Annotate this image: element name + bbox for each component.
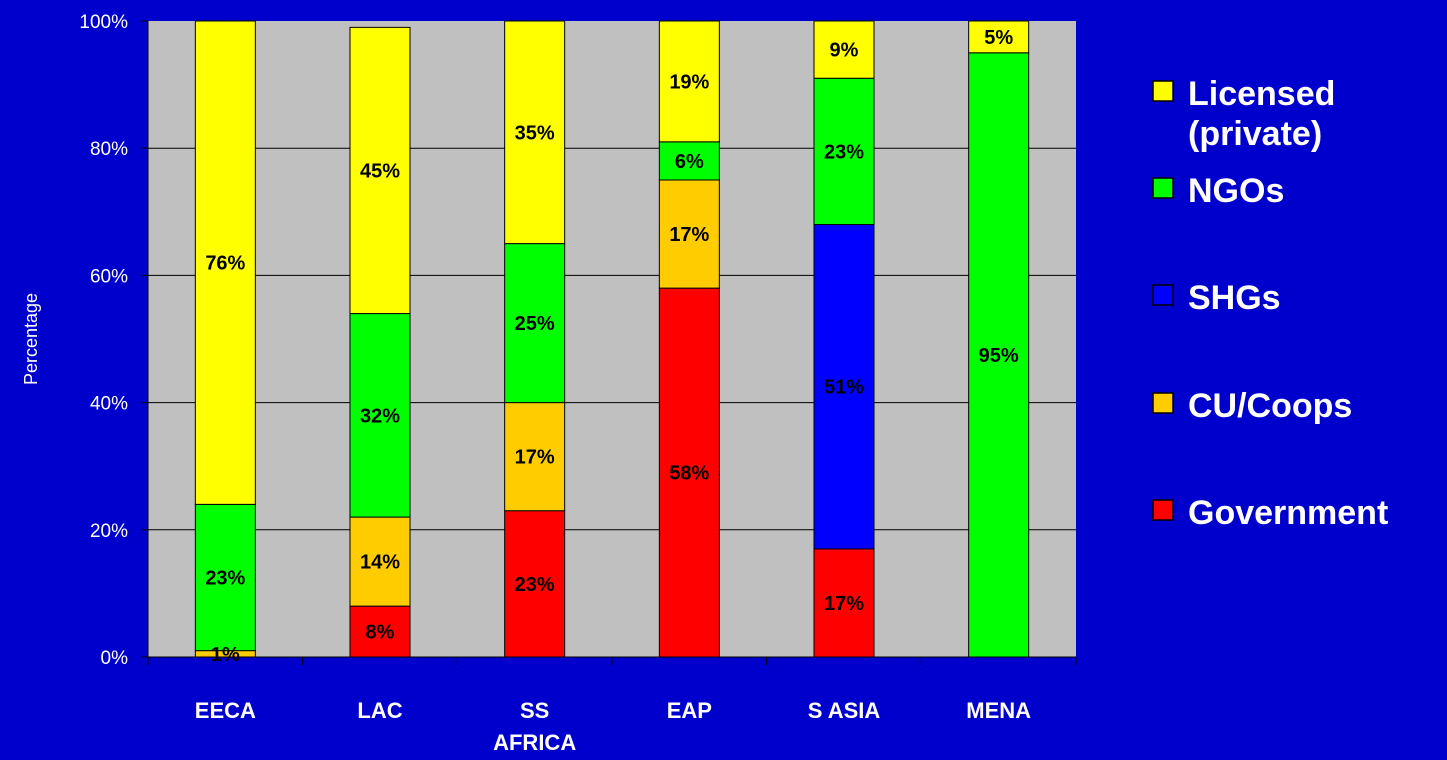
bar-segment-gov xyxy=(504,510,566,658)
data-label-shg: 51% xyxy=(824,377,864,399)
y-tick-label: 60% xyxy=(90,266,128,287)
data-label-ngo: 25% xyxy=(515,313,555,335)
data-label-gov: 8% xyxy=(366,622,395,644)
data-label-lic: 5% xyxy=(984,27,1013,49)
bar-segment-cu xyxy=(658,179,720,289)
legend-swatch-gov xyxy=(1152,499,1174,521)
bar-segment-lic xyxy=(504,20,566,245)
bar-segment-lic xyxy=(349,26,411,315)
legend-swatch-shg xyxy=(1152,284,1174,306)
bar-segment-lic xyxy=(658,20,720,143)
legend-swatch-lic xyxy=(1152,80,1174,102)
category-label: SS AFRICA xyxy=(493,698,576,755)
data-label-gov: 23% xyxy=(515,574,555,596)
data-label-cu: 1% xyxy=(211,644,240,666)
legend-swatch-ngo xyxy=(1152,177,1174,199)
bar-segment-gov xyxy=(658,287,720,658)
bar-segment-ngo xyxy=(194,503,256,652)
legend-swatch-cu xyxy=(1152,392,1174,414)
data-label-cu: 17% xyxy=(669,224,709,246)
category-label: MENA xyxy=(966,698,1031,723)
bar-segment-ngo xyxy=(349,313,411,518)
bar-segment-ngo xyxy=(813,77,875,226)
data-label-cu: 14% xyxy=(360,552,400,574)
y-axis-label: Percentage xyxy=(21,293,41,385)
legend: Licensed (private) NGOs SHGs CU/Coops Governm… xyxy=(1152,75,1388,532)
bar-segment-ngo xyxy=(504,243,566,404)
data-labels: 1% 23% 76% 8% 14% 32% 45% 23% 17% 25% 35% 58% 17% 6% 1… xyxy=(205,27,1019,666)
legend-label-lic: Licensed (private) xyxy=(1188,75,1335,153)
category-label: EAP xyxy=(667,698,712,723)
bar-segment-lic xyxy=(813,20,875,79)
y-tick-label: 20% xyxy=(90,521,128,542)
bar-segment-ngo xyxy=(658,141,720,181)
y-tick-label: 100% xyxy=(79,12,128,33)
data-label-ngo: 6% xyxy=(675,151,704,173)
data-label-ngo: 23% xyxy=(205,568,245,590)
legend-label-ngo: NGOs xyxy=(1188,172,1284,210)
legend-label-shg: SHGs xyxy=(1188,279,1281,317)
bar-segment-cu xyxy=(349,516,411,607)
data-label-lic: 9% xyxy=(830,40,859,62)
data-label-gov: 17% xyxy=(824,593,864,615)
legend-label-gov: Government xyxy=(1188,494,1388,532)
bar-segment-lic xyxy=(968,20,1030,54)
plot-area xyxy=(148,21,1076,657)
data-label-lic: 76% xyxy=(205,253,245,275)
data-label-lic: 45% xyxy=(360,160,400,182)
legend-label-cu: CU/Coops xyxy=(1188,387,1352,425)
y-tick-label: 40% xyxy=(90,394,128,415)
gridlines xyxy=(148,147,1076,531)
data-label-lic: 19% xyxy=(669,71,709,93)
bar-segment-cu xyxy=(504,402,566,512)
bar-segment-gov xyxy=(349,605,411,658)
category-label: S ASIA xyxy=(808,698,881,723)
y-tick-label: 0% xyxy=(101,648,129,669)
data-label-cu: 17% xyxy=(515,447,555,469)
category-label: EECA xyxy=(195,698,256,723)
bar-segment-lic xyxy=(194,20,256,505)
data-label-ngo: 32% xyxy=(360,405,400,427)
data-label-lic: 35% xyxy=(515,122,555,144)
y-tick-label: 80% xyxy=(90,139,128,160)
category-label: LAC xyxy=(357,698,402,723)
data-label-ngo: 23% xyxy=(824,141,864,163)
data-label-ngo: 95% xyxy=(979,345,1019,367)
axes: 0% 20% 40% 60% 80% 100% EECA LAC SS AFRICA EAP S AS… xyxy=(79,12,1077,755)
bars xyxy=(194,20,1030,658)
data-label-gov: 58% xyxy=(669,463,709,485)
